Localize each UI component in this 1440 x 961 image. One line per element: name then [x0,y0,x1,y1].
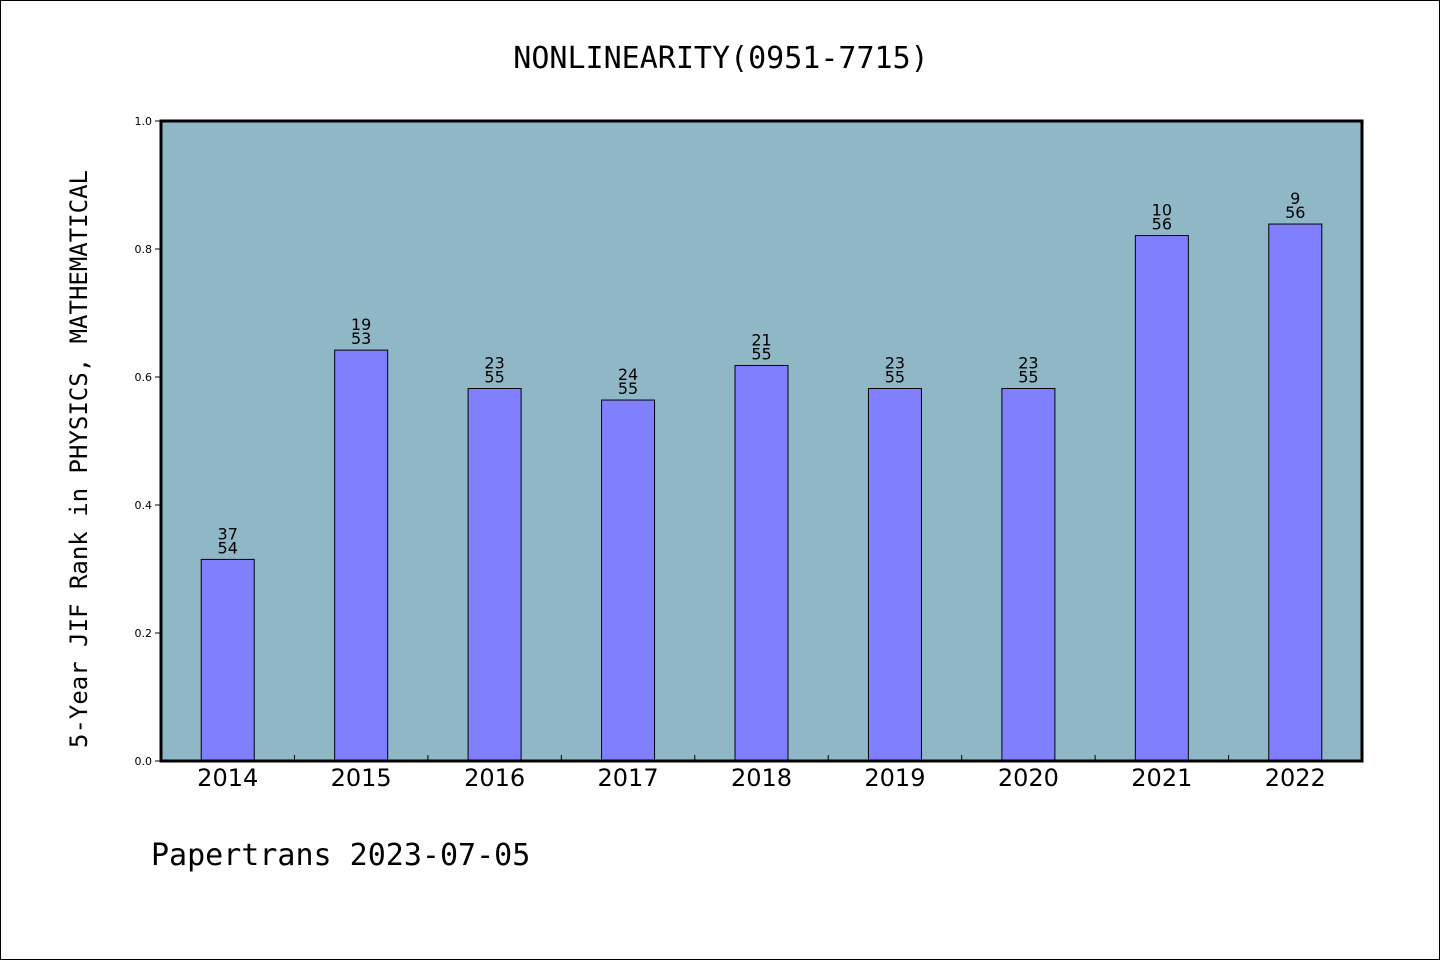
bar-rank-label: 23 [885,354,905,373]
y-axis-label: 5-Year JIF Rank in PHYSICS, MATHEMATICAL [65,170,93,748]
x-tick-label: 2016 [464,764,525,792]
x-tick-label: 2022 [1265,764,1326,792]
bar [334,349,389,762]
bar [200,558,255,762]
bar [1001,388,1056,762]
plot-border [159,119,1364,763]
x-tick-label: 2015 [331,764,392,792]
y-tick-label: 0.2 [135,627,153,640]
bar [1134,235,1189,762]
bar-total-label: 55 [1018,368,1038,387]
bar-rank-label: 37 [218,524,238,543]
y-tick-label: 0.4 [135,499,153,512]
bar-rank-label: 23 [484,354,504,373]
bar-rank-label: 23 [1018,354,1038,373]
bar-rank-label: 9 [1290,189,1300,208]
bar-total-label: 55 [618,379,638,398]
bar-total-label: 55 [885,368,905,387]
bar-rank-label: 19 [351,315,371,334]
x-tick-label: 2021 [1131,764,1192,792]
bar [601,399,656,762]
y-axis: 0.0 0.2 0.4 0.6 0.8 1.0 [135,115,161,768]
x-axis: 2014 2015 2016 2017 2018 2019 2020 2021 2022 [197,755,1326,792]
bar [867,388,922,762]
bar [734,364,789,762]
y-tick-label: 0.8 [135,243,153,256]
x-tick-label: 2014 [197,764,258,792]
bar-total-label: 53 [351,329,371,348]
bars [200,223,1323,762]
bar-total-label: 54 [218,538,238,557]
x-tick-label: 2018 [731,764,792,792]
bar-total-label: 55 [484,368,504,387]
bar-total-label: 56 [1285,203,1305,222]
y-tick-label: 0.6 [135,371,153,384]
x-tick-label: 2017 [598,764,659,792]
bar-rank-label: 21 [751,330,771,349]
bar-rank-label: 10 [1152,201,1172,220]
chart-title: NONLINEARITY(0951-7715) [513,41,928,76]
y-tick-label: 1.0 [135,115,153,128]
bar-total-label: 55 [751,344,771,363]
bar [1268,223,1323,762]
footer-text: Papertrans 2023-07-05 [151,838,530,873]
bar [467,388,522,762]
x-tick-label: 2020 [998,764,1059,792]
y-tick-label: 0.0 [135,755,153,768]
bar-rank-label: 24 [618,365,638,384]
bar-total-label: 56 [1152,215,1172,234]
x-tick-label: 2019 [864,764,925,792]
